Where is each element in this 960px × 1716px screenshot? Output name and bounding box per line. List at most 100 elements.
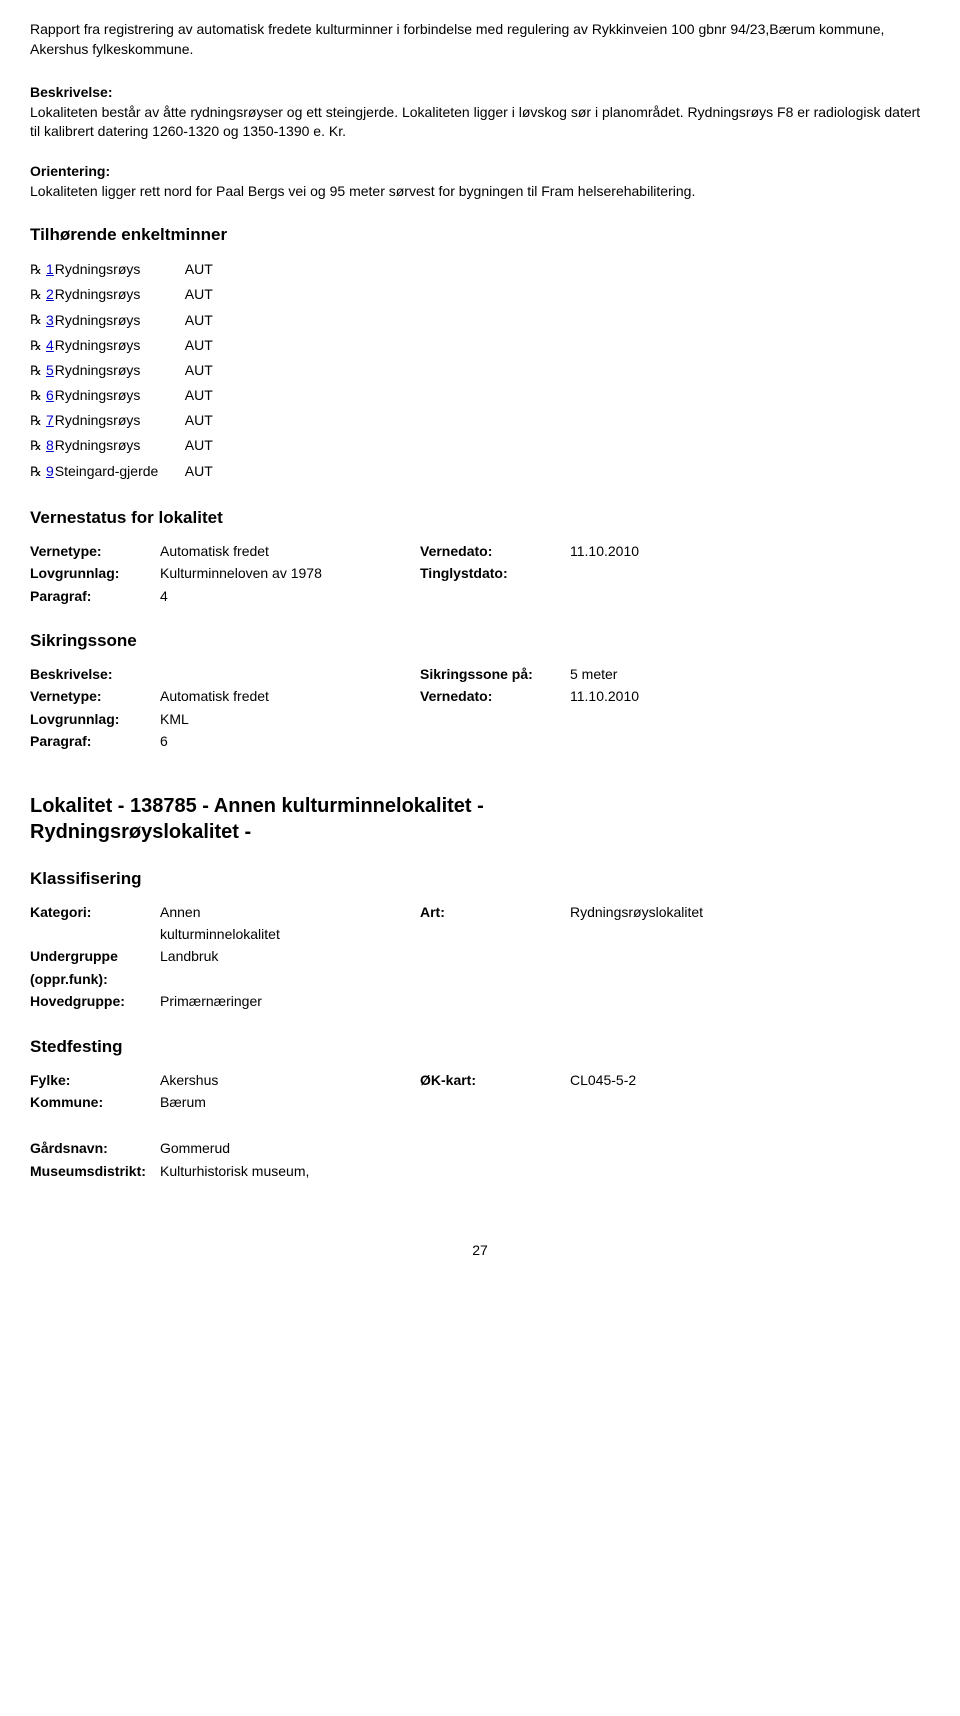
enkeltminne-icon: ℞ bbox=[30, 409, 42, 432]
klassifisering-block: Kategori:AnnenkulturminnelokalitetArt:Ry… bbox=[30, 901, 930, 1013]
enkeltminne-icon: ℞ bbox=[30, 308, 42, 331]
enkeltminne-link[interactable]: 8 bbox=[46, 433, 54, 458]
enkeltminne-icon: ℞ bbox=[30, 258, 42, 281]
kv-label: Vernedato: bbox=[420, 685, 570, 707]
kv-value: Automatisk fredet bbox=[160, 540, 420, 562]
kv-value: 6 bbox=[160, 730, 420, 752]
kv-label: Lovgrunnlag: bbox=[30, 708, 160, 730]
kv-row: Fylke:AkershusØK-kart:CL045-5-2 bbox=[30, 1069, 930, 1091]
kv-value bbox=[570, 945, 770, 967]
kv-row: Kommune:Bærum bbox=[30, 1091, 930, 1113]
enkeltminne-type: AUT bbox=[185, 308, 213, 333]
kv-label: Hovedgruppe: bbox=[30, 990, 160, 1012]
kv-label: ØK-kart: bbox=[420, 1069, 570, 1091]
kv-value bbox=[570, 708, 770, 730]
enkeltminne-name: Rydningsrøys bbox=[55, 383, 185, 408]
kv-value bbox=[160, 968, 420, 990]
kv-label: Undergruppe bbox=[30, 945, 160, 967]
enkeltminne-link[interactable]: 7 bbox=[46, 408, 54, 433]
enkeltminne-type: AUT bbox=[185, 383, 213, 408]
enkeltminne-link[interactable]: 4 bbox=[46, 333, 54, 358]
kv-row: Paragraf:6 bbox=[30, 730, 930, 752]
vernestatus-block: Vernetype:Automatisk fredetVernedato:11.… bbox=[30, 540, 930, 607]
enkeltminne-link[interactable]: 6 bbox=[46, 383, 54, 408]
beskrivelse-label: Beskrivelse: bbox=[30, 84, 113, 100]
enkeltminne-link[interactable]: 2 bbox=[46, 282, 54, 307]
enkeltminne-type: AUT bbox=[185, 358, 213, 383]
stedfesting-block-2: Gårdsnavn:GommerudMuseumsdistrikt:Kultur… bbox=[30, 1137, 930, 1182]
sikringssone-heading: Sikringssone bbox=[30, 631, 930, 651]
enkeltminne-link[interactable]: 9 bbox=[46, 459, 54, 484]
enkeltminne-name: Rydningsrøys bbox=[55, 257, 185, 282]
stedfesting-heading: Stedfesting bbox=[30, 1037, 930, 1057]
kv-value: Rydningsrøyslokalitet bbox=[570, 901, 770, 946]
kv-row: Hovedgruppe:Primærnæringer bbox=[30, 990, 930, 1012]
kv-value bbox=[570, 1160, 770, 1182]
enkeltminne-name: Rydningsrøys bbox=[55, 433, 185, 458]
kv-value bbox=[160, 663, 420, 685]
kv-value bbox=[570, 562, 770, 584]
kv-value bbox=[570, 585, 770, 607]
enkeltminne-link[interactable]: 3 bbox=[46, 308, 54, 333]
kv-value: 11.10.2010 bbox=[570, 685, 770, 707]
enkeltminne-row: ℞1RydningsrøysAUT bbox=[30, 257, 930, 282]
enkeltminne-icon: ℞ bbox=[30, 334, 42, 357]
kv-label bbox=[420, 1137, 570, 1159]
kv-value: Bærum bbox=[160, 1091, 420, 1113]
orientering-text: Lokaliteten ligger rett nord for Paal Be… bbox=[30, 183, 695, 199]
enkeltminne-name: Rydningsrøys bbox=[55, 408, 185, 433]
page-number: 27 bbox=[30, 1242, 930, 1258]
vernestatus-heading: Vernestatus for lokalitet bbox=[30, 508, 930, 528]
kv-value: Gommerud bbox=[160, 1137, 420, 1159]
enkeltminne-link[interactable]: 1 bbox=[46, 257, 54, 282]
kv-label bbox=[420, 1160, 570, 1182]
kv-row: Kategori:AnnenkulturminnelokalitetArt:Ry… bbox=[30, 901, 930, 946]
enkeltminne-row: ℞7RydningsrøysAUT bbox=[30, 408, 930, 433]
beskrivelse-block: Beskrivelse: Lokaliteten består av åtte … bbox=[30, 83, 930, 142]
kv-label: Gårdsnavn: bbox=[30, 1137, 160, 1159]
enkeltminne-row: ℞2RydningsrøysAUT bbox=[30, 282, 930, 307]
kv-label: Vernedato: bbox=[420, 540, 570, 562]
kv-value: 4 bbox=[160, 585, 420, 607]
kv-row: Museumsdistrikt:Kulturhistorisk museum, bbox=[30, 1160, 930, 1182]
enkeltminne-name: Steingard-gjerde bbox=[55, 459, 185, 484]
enkeltminne-row: ℞3RydningsrøysAUT bbox=[30, 308, 930, 333]
kv-label: Tinglystdato: bbox=[420, 562, 570, 584]
kv-label: Kommune: bbox=[30, 1091, 160, 1113]
kv-value bbox=[570, 990, 770, 1012]
enkeltminne-icon: ℞ bbox=[30, 384, 42, 407]
enkeltminne-name: Rydningsrøys bbox=[55, 358, 185, 383]
enkeltminner-heading: Tilhørende enkeltminner bbox=[30, 225, 930, 245]
enkeltminne-icon: ℞ bbox=[30, 283, 42, 306]
kv-label bbox=[420, 990, 570, 1012]
kv-row: Vernetype:Automatisk fredetVernedato:11.… bbox=[30, 540, 930, 562]
enkeltminne-row: ℞6RydningsrøysAUT bbox=[30, 383, 930, 408]
lokalitet-heading-l2: Rydningsrøyslokalitet - bbox=[30, 821, 251, 843]
kv-value: CL045-5-2 bbox=[570, 1069, 770, 1091]
enkeltminne-type: AUT bbox=[185, 282, 213, 307]
orientering-label: Orientering: bbox=[30, 163, 110, 179]
kv-value: Landbruk bbox=[160, 945, 420, 967]
enkeltminne-row: ℞8RydningsrøysAUT bbox=[30, 433, 930, 458]
kv-label: Lovgrunnlag: bbox=[30, 562, 160, 584]
enkeltminne-link[interactable]: 5 bbox=[46, 358, 54, 383]
kv-row: Beskrivelse:Sikringssone på:5 meter bbox=[30, 663, 930, 685]
enkeltminne-icon: ℞ bbox=[30, 434, 42, 457]
kv-value: Automatisk fredet bbox=[160, 685, 420, 707]
kv-label bbox=[420, 585, 570, 607]
kv-row: UndergruppeLandbruk bbox=[30, 945, 930, 967]
page-header: Rapport fra registrering av automatisk f… bbox=[30, 20, 930, 59]
kv-label: Vernetype: bbox=[30, 685, 160, 707]
kv-label bbox=[420, 730, 570, 752]
kv-row: Vernetype:Automatisk fredetVernedato:11.… bbox=[30, 685, 930, 707]
enkeltminne-name: Rydningsrøys bbox=[55, 308, 185, 333]
kv-label: Vernetype: bbox=[30, 540, 160, 562]
enkeltminne-name: Rydningsrøys bbox=[55, 333, 185, 358]
kv-label: Fylke: bbox=[30, 1069, 160, 1091]
kv-label bbox=[420, 968, 570, 990]
kv-row: Gårdsnavn:Gommerud bbox=[30, 1137, 930, 1159]
kv-value: Primærnæringer bbox=[160, 990, 420, 1012]
kv-value: Annenkulturminnelokalitet bbox=[160, 901, 420, 946]
sikringssone-block: Beskrivelse:Sikringssone på:5 meterVerne… bbox=[30, 663, 930, 753]
lokalitet-heading-l1: Lokalitet - 138785 - Annen kulturminnelo… bbox=[30, 795, 484, 817]
